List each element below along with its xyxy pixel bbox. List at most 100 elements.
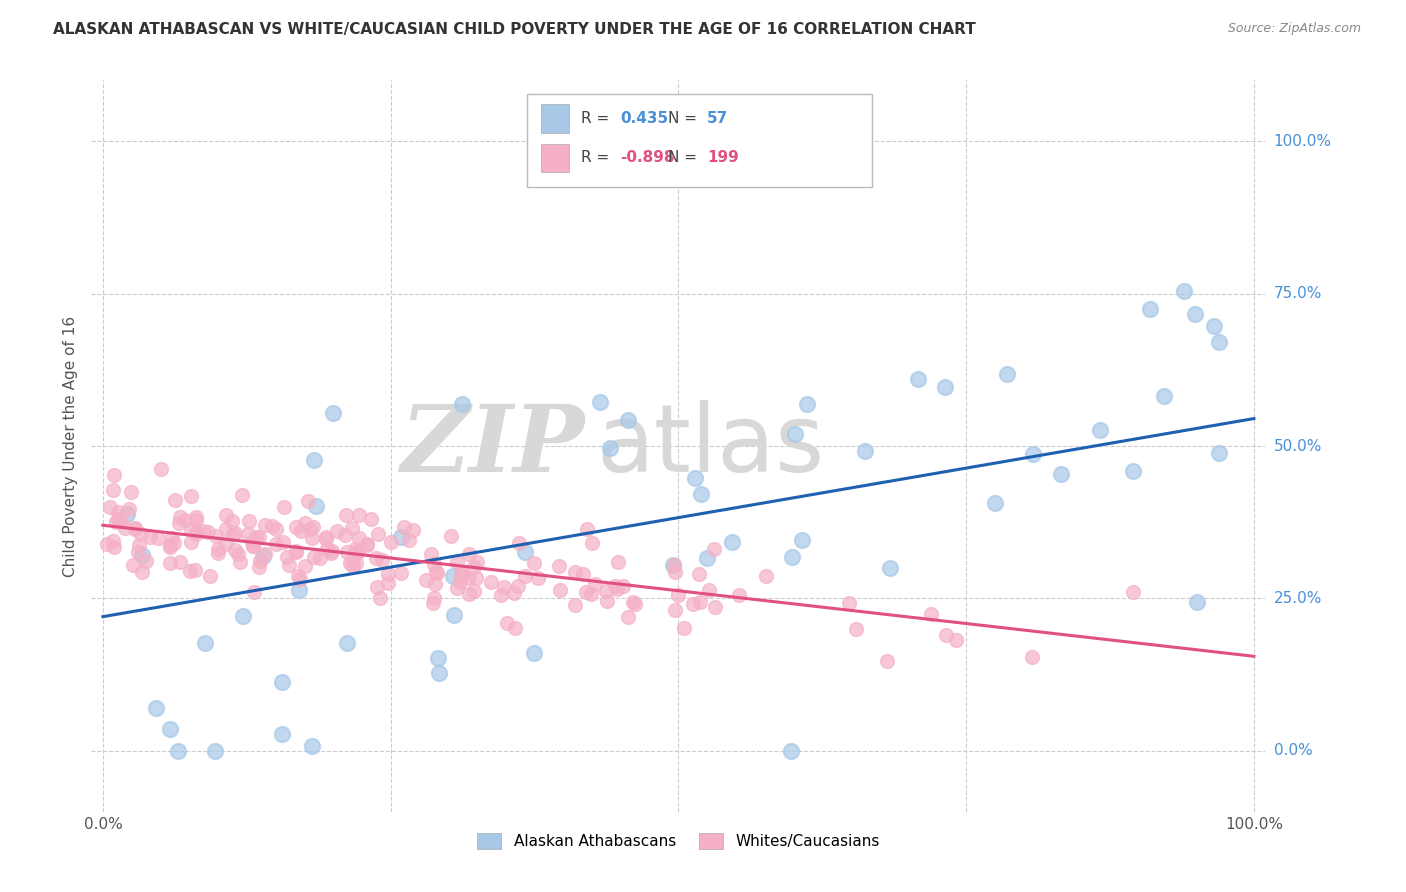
Point (347, 531, 370, 545)
Point (98, 500, 121, 514)
Point (221, 514, 243, 528)
Point (336, 636, 359, 650)
Point (523, 556, 546, 570)
Point (402, 523, 425, 537)
Point (495, 616, 517, 631)
Text: ALASKAN ATHABASCAN VS WHITE/CAUCASIAN CHILD POVERTY UNDER THE AGE OF 16 CORRELAT: ALASKAN ATHABASCAN VS WHITE/CAUCASIAN CH… (53, 22, 976, 37)
Point (356, 537, 378, 551)
Point (243, 585, 266, 599)
Point (166, 744, 188, 758)
Text: 0.0%: 0.0% (1274, 743, 1312, 758)
Point (315, 542, 337, 557)
Point (366, 580, 388, 594)
Point (103, 467, 125, 482)
Point (755, 568, 778, 582)
Point (242, 539, 264, 553)
Point (425, 577, 447, 591)
Text: Source: ZipAtlas.com: Source: ZipAtlas.com (1227, 22, 1361, 36)
Point (398, 533, 420, 548)
Point (502, 586, 524, 600)
Point (838, 596, 860, 610)
Point (339, 557, 361, 571)
Point (457, 571, 479, 585)
Point (575, 584, 598, 599)
Point (120, 484, 142, 499)
Point (159, 556, 181, 570)
Point (367, 527, 389, 541)
Point (508, 536, 530, 550)
Point (984, 496, 1007, 510)
Point (240, 535, 263, 549)
Point (221, 526, 243, 541)
Point (347, 508, 370, 522)
Point (207, 541, 229, 556)
Point (664, 565, 686, 579)
Point (333, 528, 356, 542)
Point (96, 537, 118, 551)
Point (690, 487, 713, 501)
Point (264, 522, 287, 536)
Point (139, 530, 162, 544)
Point (231, 488, 253, 502)
Point (110, 514, 132, 528)
Point (526, 571, 548, 585)
Point (114, 521, 136, 535)
Point (392, 520, 415, 534)
Point (423, 558, 446, 572)
Point (245, 530, 267, 544)
Point (242, 535, 264, 549)
Point (995, 367, 1018, 381)
Point (1088, 423, 1111, 437)
Text: N =: N = (668, 151, 702, 165)
Point (606, 582, 628, 597)
Point (662, 558, 685, 573)
Point (287, 569, 309, 583)
Point (617, 412, 640, 426)
Point (129, 527, 152, 541)
Point (186, 510, 208, 524)
Point (277, 558, 299, 572)
Text: -0.898: -0.898 (620, 151, 675, 165)
Point (796, 397, 818, 411)
Point (845, 622, 868, 636)
Point (254, 547, 277, 561)
Point (298, 522, 321, 536)
Point (689, 595, 711, 609)
Point (163, 492, 186, 507)
Point (118, 502, 141, 516)
Point (727, 588, 749, 602)
Point (370, 591, 392, 606)
Point (232, 608, 254, 623)
Point (180, 489, 202, 503)
Point (494, 580, 516, 594)
Point (422, 596, 444, 610)
Point (1173, 284, 1195, 298)
Point (169, 516, 191, 530)
Point (107, 505, 129, 519)
Text: 57: 57 (707, 112, 728, 126)
Point (124, 522, 146, 536)
Point (236, 526, 259, 541)
Point (121, 558, 143, 572)
Point (945, 633, 967, 648)
Point (159, 722, 181, 736)
Point (465, 555, 488, 569)
Point (876, 654, 898, 668)
Point (301, 739, 323, 753)
Point (254, 517, 277, 532)
Point (780, 550, 803, 565)
Point (335, 508, 357, 522)
Point (621, 595, 644, 609)
Text: N =: N = (668, 112, 702, 126)
Point (446, 581, 468, 595)
Point (180, 535, 202, 549)
Point (596, 594, 619, 608)
Point (1021, 649, 1043, 664)
Point (780, 744, 803, 758)
Point (612, 579, 634, 593)
Point (169, 510, 191, 524)
Point (564, 598, 586, 612)
Point (184, 564, 207, 578)
Point (783, 426, 806, 441)
Point (103, 534, 125, 549)
